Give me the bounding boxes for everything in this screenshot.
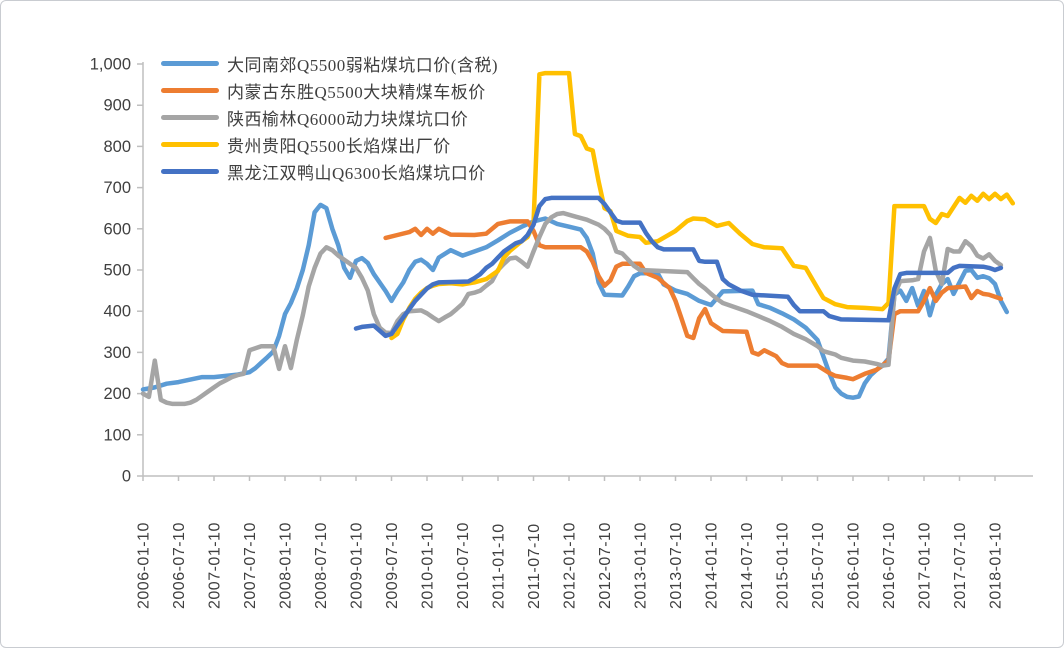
x-axis-label: 2009-07-10 xyxy=(384,522,401,609)
x-axis-label: 2007-01-10 xyxy=(207,522,224,609)
series-swatch-heilongjiang xyxy=(161,169,219,174)
x-axis-label: 2009-01-10 xyxy=(349,522,366,609)
legend-item: 内蒙古东胜Q5500大块精煤车板价 xyxy=(161,77,498,104)
series-line-neimenggu xyxy=(383,219,1004,382)
x-axis-label: 2014-07-10 xyxy=(739,522,756,609)
x-axis-label: 2015-07-10 xyxy=(810,522,827,609)
series-swatch-guizhou xyxy=(161,142,219,147)
series-swatch-neimenggu xyxy=(161,88,219,93)
x-axis-label: 2011-01-10 xyxy=(491,523,508,609)
x-axis-label: 2018-01-10 xyxy=(988,522,1005,609)
legend-item: 贵州贵阳Q5500长焰煤出厂价 xyxy=(161,131,498,158)
y-axis-label: 300 xyxy=(103,344,131,362)
y-axis-label: 100 xyxy=(103,426,131,444)
x-axis-label: 2015-01-10 xyxy=(775,522,792,609)
y-axis-label: 0 xyxy=(122,468,131,486)
y-axis-label: 700 xyxy=(103,179,131,197)
x-axis-label: 2006-01-10 xyxy=(136,522,153,609)
series-line-heilongjiang xyxy=(353,195,1004,339)
series-swatch-shaanxi xyxy=(161,115,219,120)
x-axis-label: 2006-07-10 xyxy=(171,522,188,609)
y-axis-label: 400 xyxy=(103,303,131,321)
legend-label: 黑龙江双鸭山Q6300长焰煤坑口价 xyxy=(227,164,486,183)
x-axis-label: 2008-01-10 xyxy=(278,522,295,609)
x-axis-label: 2017-07-10 xyxy=(952,522,969,609)
x-axis-label: 2007-07-10 xyxy=(242,522,259,609)
x-axis-label: 2016-01-10 xyxy=(846,522,863,609)
legend-label: 陕西榆林Q6000动力块煤坑口价 xyxy=(227,110,469,129)
x-axis-label: 2010-01-10 xyxy=(420,522,437,609)
legend-item: 陕西榆林Q6000动力块煤坑口价 xyxy=(161,104,498,131)
x-axis-label: 2014-01-10 xyxy=(704,522,721,609)
x-axis-label: 2013-07-10 xyxy=(668,522,685,609)
y-axis-label: 900 xyxy=(103,97,131,115)
legend-label: 大同南郊Q5500弱粘煤坑口价(含税) xyxy=(227,56,499,75)
y-axis-label: 1,000 xyxy=(90,56,131,74)
y-axis-label: 200 xyxy=(103,385,131,403)
series-line-guizhou xyxy=(389,70,1016,341)
x-axis-label: 2016-07-10 xyxy=(881,522,898,609)
legend-label: 内蒙古东胜Q5500大块精煤车板价 xyxy=(227,83,486,102)
series-line-datong xyxy=(140,202,1010,400)
x-axis-label: 2011-07-10 xyxy=(526,523,543,609)
y-axis-label: 800 xyxy=(103,138,131,156)
legend: 大同南郊Q5500弱粘煤坑口价(含税) 内蒙古东胜Q5500大块精煤车板价 陕西… xyxy=(161,50,498,185)
x-axis-label: 2008-07-10 xyxy=(313,522,330,609)
legend-item: 大同南郊Q5500弱粘煤坑口价(含税) xyxy=(161,50,498,77)
y-axis-label: 500 xyxy=(103,262,131,280)
series-swatch-datong xyxy=(161,61,219,66)
y-axis-label: 600 xyxy=(103,220,131,238)
x-axis-label: 2012-07-10 xyxy=(597,522,614,609)
x-axis-label: 2017-01-10 xyxy=(917,522,934,609)
legend-item: 黑龙江双鸭山Q6300长焰煤坑口价 xyxy=(161,158,498,185)
series-line-shaanxi xyxy=(140,210,1004,407)
x-axis-label: 2013-01-10 xyxy=(633,522,650,609)
legend-label: 贵州贵阳Q5500长焰煤出厂价 xyxy=(227,137,451,156)
x-axis-label: 2010-07-10 xyxy=(455,522,472,609)
x-axis-label: 2012-01-10 xyxy=(562,522,579,609)
